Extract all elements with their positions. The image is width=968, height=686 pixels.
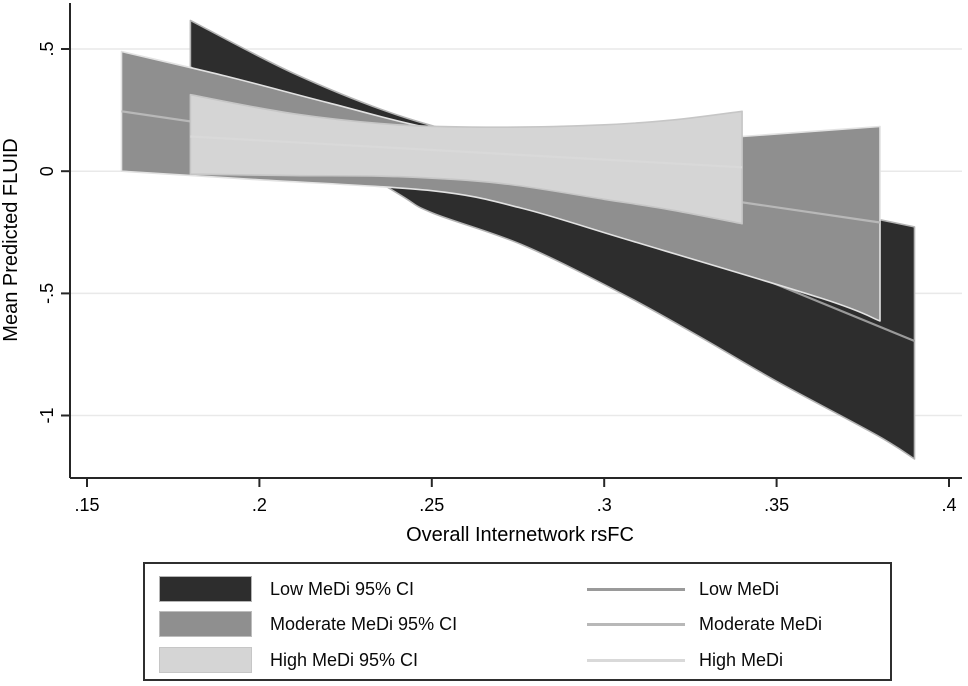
tick-labels: .5 0 -.5 -1 .15 .2 .25 .3 .35 .4 xyxy=(37,41,957,515)
legend-ci-swatch xyxy=(159,647,252,673)
legend-ci-swatch xyxy=(159,611,252,637)
legend-line-label: Moderate MeDi xyxy=(699,614,823,634)
legend-ci-label: Low MeDi 95% CI xyxy=(270,579,415,599)
ci-band-high-medi xyxy=(189,93,743,225)
y-tick-label: 0 xyxy=(37,166,57,176)
legend-line-label: Low MeDi xyxy=(699,579,780,599)
x-tick-label: .4 xyxy=(941,495,956,515)
legend-ci-label: High MeDi 95% CI xyxy=(270,650,419,670)
legend: Low MeDi 95% CI Moderate MeDi 95% CI High … xyxy=(143,562,892,681)
x-tick-label: .35 xyxy=(764,495,789,515)
y-tick-label: -1 xyxy=(37,407,57,423)
chart-canvas: .5 0 -.5 -1 .15 .2 .25 .3 .35 .4 Mean Predicted F… xyxy=(0,3,962,546)
x-tick-label: .15 xyxy=(74,495,99,515)
tick-marks xyxy=(61,48,950,487)
x-axis-title: Overall Internetwork rsFC xyxy=(406,524,634,546)
legend-ci-swatch xyxy=(159,576,252,602)
y-tick-label: -.5 xyxy=(37,283,57,304)
legend-line-swatch xyxy=(587,623,685,626)
legend-line-swatch xyxy=(587,588,685,591)
y-axis-title: Mean Predicted FLUID xyxy=(0,138,22,341)
y-tick-label: .5 xyxy=(37,41,57,56)
axes xyxy=(69,3,962,479)
legend-ci-label: Moderate MeDi 95% CI xyxy=(270,614,458,634)
x-tick-label: .3 xyxy=(597,495,612,515)
x-tick-label: .25 xyxy=(419,495,444,515)
legend-line-label: High MeDi xyxy=(699,650,784,670)
ci-band-moderate-medi xyxy=(120,50,881,322)
plot-series xyxy=(120,19,916,460)
legend-line-swatch xyxy=(587,659,685,662)
mean-line-high-medi xyxy=(190,135,743,169)
x-tick-label: .2 xyxy=(252,495,267,515)
